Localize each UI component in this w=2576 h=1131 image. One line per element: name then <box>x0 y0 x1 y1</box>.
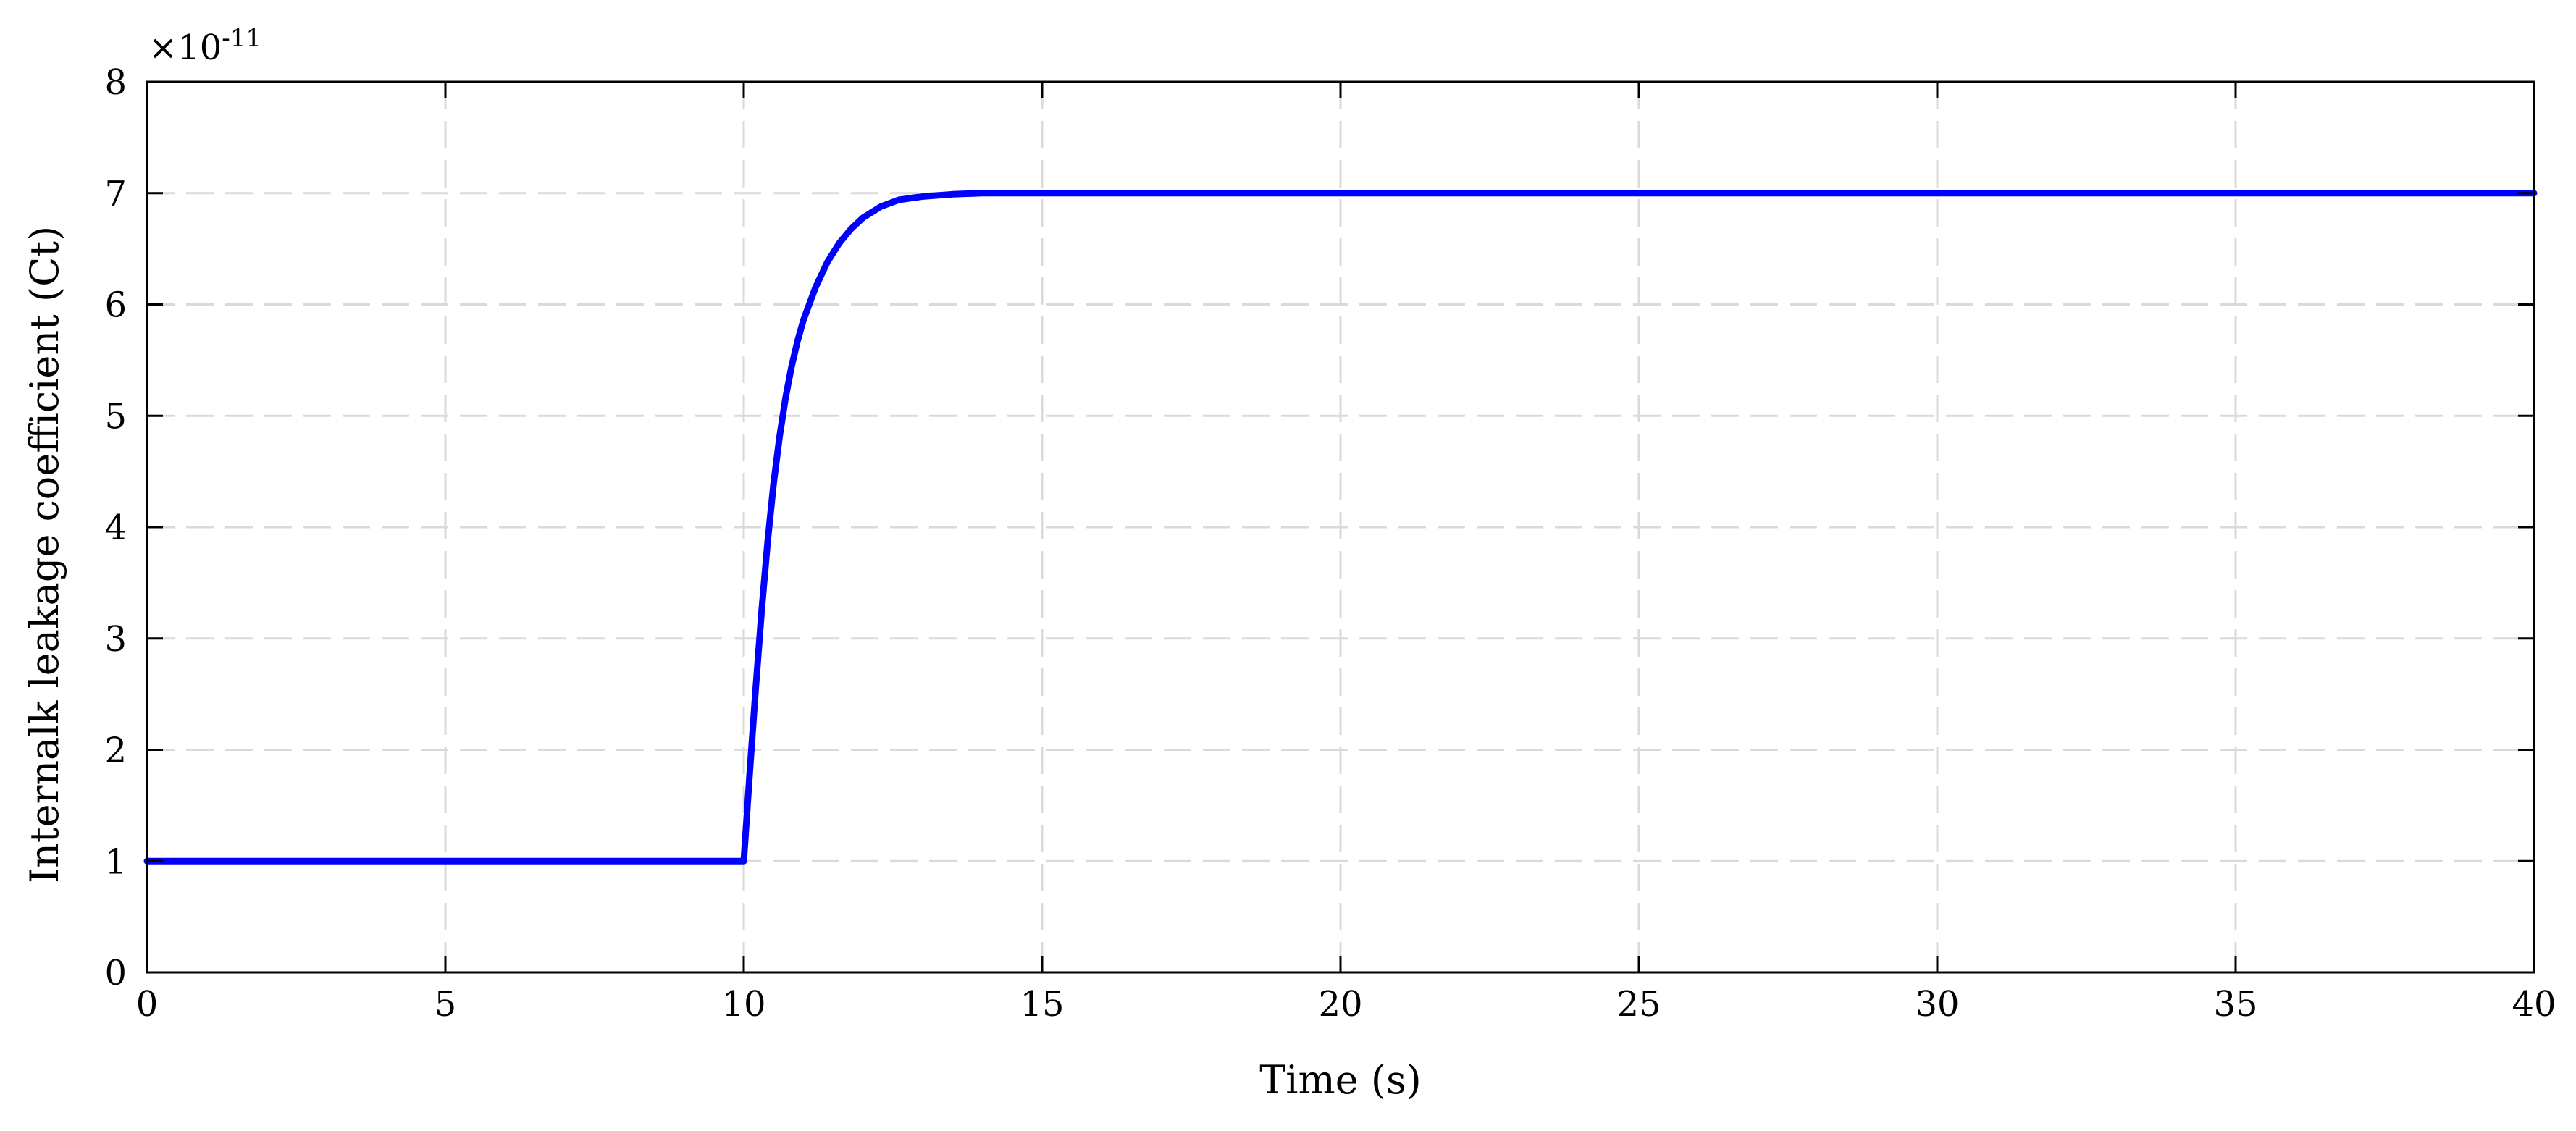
y-tick-label: 7 <box>104 174 127 214</box>
y-tick-label: 2 <box>104 731 127 771</box>
y-axis-label: Internalk leakage coefficient (Ct) <box>22 226 67 883</box>
y-tick-label: 8 <box>104 62 127 103</box>
y-tick-label: 3 <box>104 619 127 660</box>
y-axis-multiplier-exponent: -11 <box>222 24 261 53</box>
grid-lines <box>147 82 2534 972</box>
x-tick-label: 30 <box>1915 984 1959 1025</box>
y-axis-multiplier-base: ×10 <box>148 28 222 68</box>
x-tick-label: 5 <box>435 984 457 1025</box>
y-tick-label: 4 <box>104 508 127 548</box>
y-tick-label: 0 <box>104 953 127 993</box>
y-tick-label: 1 <box>104 841 127 882</box>
x-tick-label: 10 <box>721 984 765 1025</box>
x-tick-label: 35 <box>2213 984 2257 1025</box>
y-tick-label: 6 <box>104 285 127 326</box>
x-axis-label: Time (s) <box>1259 1057 1421 1103</box>
y-tick-labels: 0 1 2 3 4 5 6 7 8 <box>104 62 127 993</box>
x-tick-label: 40 <box>2512 984 2556 1025</box>
x-tick-label: 0 <box>136 984 159 1025</box>
x-tick-label: 20 <box>1318 984 1362 1025</box>
x-tick-label: 15 <box>1020 984 1064 1025</box>
series-layer <box>143 190 2538 865</box>
x-tick-label: 25 <box>1616 984 1661 1025</box>
series-line-1 <box>143 190 2538 865</box>
tick-marks <box>146 80 2535 974</box>
y-axis-multiplier: ×10-11 <box>148 24 261 68</box>
x-tick-labels: 0 5 10 15 20 25 30 35 40 <box>136 984 2556 1025</box>
y-tick-label: 5 <box>104 396 127 437</box>
